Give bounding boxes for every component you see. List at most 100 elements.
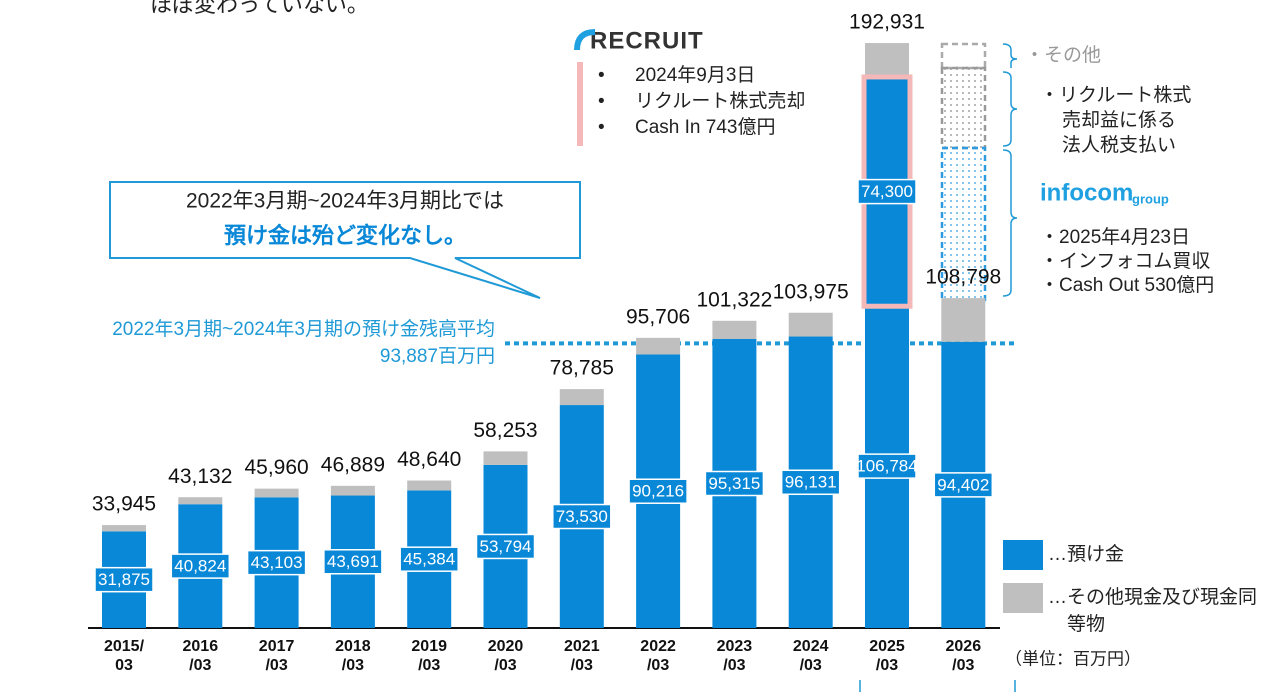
callout-text: 預け金は殆ど変化なし。 [224,223,466,248]
recruit-logo: RECRUIT [590,27,704,54]
data-label-text: 95,315 [708,474,760,493]
total-label: 78,785 [550,357,614,380]
brackets [859,43,1018,692]
recruit-bullet: Cash In 743億円 [635,116,775,138]
infocom-logo-sub: group [1132,191,1169,206]
data-label-text: 73,530 [556,507,608,526]
legend-swatch [1003,540,1043,570]
projection-other [940,42,987,70]
bar-segment [102,525,146,532]
tax-note: 売却益に係る [1062,109,1176,131]
infocom-bullet: ・インフォコム買収 [1040,250,1210,272]
x-tick-label: /03 [265,657,287,674]
data-label-box [323,549,383,575]
data-label-box [933,472,994,498]
x-tick-label: /03 [952,657,974,674]
x-tick-label: 2021 [564,638,600,655]
data-label-box [857,178,917,205]
data-label-box [552,503,612,530]
callout-text: 2022年3月期~2024年3月期比では [186,190,504,213]
data-label-text: 53,794 [480,537,532,556]
bar-segment [712,320,757,340]
unit-note: （単位：百万円） [1005,649,1141,668]
data-label: 40,824 [170,553,231,579]
x-tick-label: 2020 [488,638,524,655]
x-tick-label: 2022 [640,638,676,655]
x-tick-label: /03 [876,657,898,674]
data-label: 43,691 [323,549,383,575]
total-label: 43,132 [168,465,232,488]
total-label: 103,975 [773,280,849,303]
recruit-bullets: • • • 2024年9月3日 リクルート株式売却 Cash In 743億円 [598,64,805,138]
x-tick-label: /03 [571,657,593,674]
total-label: 108,798 [925,266,1001,289]
svg-text:•: • [598,91,605,112]
x-tick-label: /03 [494,657,516,674]
total-label: 33,945 [92,493,156,516]
top-text: ほぼ変わっていない。 [150,0,369,17]
x-tick-label: 03 [115,657,133,674]
svg-text:•: • [598,117,605,138]
data-label-text: 96,131 [785,473,837,492]
data-label-box [857,453,917,479]
tax-note: ・リクルート株式 [1040,84,1191,106]
total-label: 95,706 [626,305,690,328]
data-label: 31,875 [94,566,154,593]
data-label-text: 90,216 [632,482,684,501]
x-tick-label: /03 [189,657,211,674]
logo-arc [574,29,596,51]
bar-segment [788,312,833,337]
x-tick-label: 2016 [183,638,219,655]
x-tick-label: 2024 [793,638,829,655]
total-label: 101,322 [696,288,772,311]
x-tick-label: 2025 [869,638,905,655]
x-tick-label: 2019 [411,638,447,655]
legend-swatch [1003,583,1043,613]
data-label: 106,784 [856,453,918,479]
data-label: 95,315 [704,470,765,497]
x-tick-label: /03 [800,657,822,674]
infocom-bullet: ・2025年4月23日 [1040,226,1190,248]
total-label: 48,640 [397,448,461,471]
svg-text:•: • [598,65,605,86]
data-label: 94,402 [933,472,994,498]
callout-box [109,181,581,299]
legend-label: …その他現金及び現金同等物 [1048,587,1258,635]
projection-tax [940,66,987,150]
bar-segment [483,451,528,465]
total-label: 192,931 [849,11,925,34]
data-label: 45,384 [399,546,459,572]
bar-segment [407,480,452,491]
data-label: 90,216 [628,478,688,504]
other-note: ・その他 [1025,44,1101,66]
bar-segment [941,298,986,342]
data-label: 73,530 [552,503,612,530]
data-label-text: 31,875 [98,570,150,589]
data-label: 43,103 [246,549,307,576]
x-tick-label: /03 [342,657,364,674]
data-label-text: 43,691 [327,552,379,571]
data-label-box [704,470,765,497]
recruit-bullet: 2024年9月3日 [635,64,755,86]
data-label-box [94,566,154,593]
bar-segment [636,337,681,355]
data-label-text: 40,824 [174,557,226,576]
data-label-box [246,549,307,576]
x-tick-label: /03 [723,657,745,674]
total-label: 46,889 [321,453,385,476]
data-label: 74,300 [857,178,917,205]
data-label-box [399,546,459,572]
bar-segment [178,497,223,505]
x-tick-label: 2018 [335,638,371,655]
bar-segment [865,43,909,79]
data-label-text: 45,384 [403,550,455,569]
data-label-text: 74,300 [861,182,913,201]
x-tick-label: 2026 [946,638,982,655]
x-tick-label: /03 [647,657,669,674]
bar-segment [330,485,375,496]
x-tick-label: 2015/ [104,638,145,655]
data-label-box [780,469,841,496]
data-label-box [475,533,536,560]
